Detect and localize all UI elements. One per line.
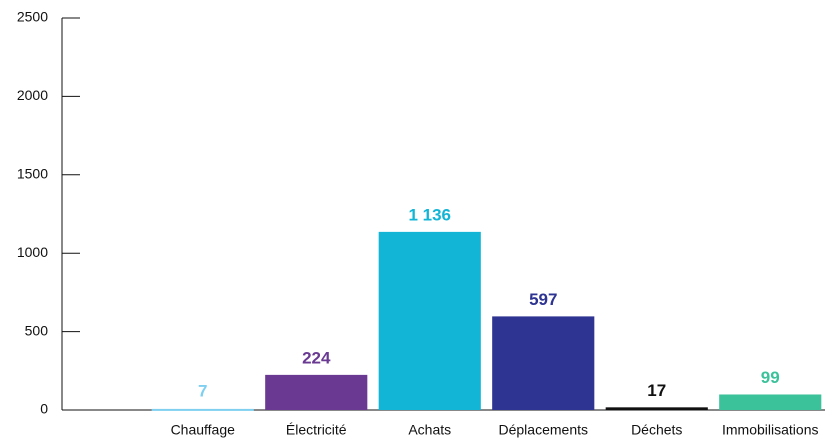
x-tick-label: Achats — [408, 422, 451, 438]
value-label: 7 — [198, 381, 207, 400]
value-label: 224 — [302, 348, 331, 367]
bar — [265, 374, 368, 410]
y-tick-label: 500 — [25, 322, 49, 338]
bar — [151, 408, 254, 411]
value-label: 17 — [647, 381, 666, 400]
x-tick-label: Chauffage — [171, 422, 236, 438]
y-tick-label: 2500 — [17, 9, 48, 25]
bar — [492, 316, 595, 410]
value-label: 597 — [529, 290, 557, 309]
bar — [378, 231, 481, 410]
x-tick-label: Électricité — [286, 422, 347, 438]
x-tick-label: Déplacements — [499, 422, 589, 438]
x-tick-label: Immobilisations — [722, 422, 818, 438]
bar — [605, 407, 708, 410]
y-tick-label: 0 — [40, 401, 48, 417]
value-label: 1 136 — [408, 205, 451, 224]
x-tick-label: Déchets — [631, 422, 682, 438]
bar — [719, 394, 822, 410]
value-label: 99 — [761, 368, 780, 387]
y-tick-label: 1000 — [17, 244, 48, 260]
y-tick-label: 1500 — [17, 166, 48, 182]
y-tick-label: 2000 — [17, 87, 48, 103]
